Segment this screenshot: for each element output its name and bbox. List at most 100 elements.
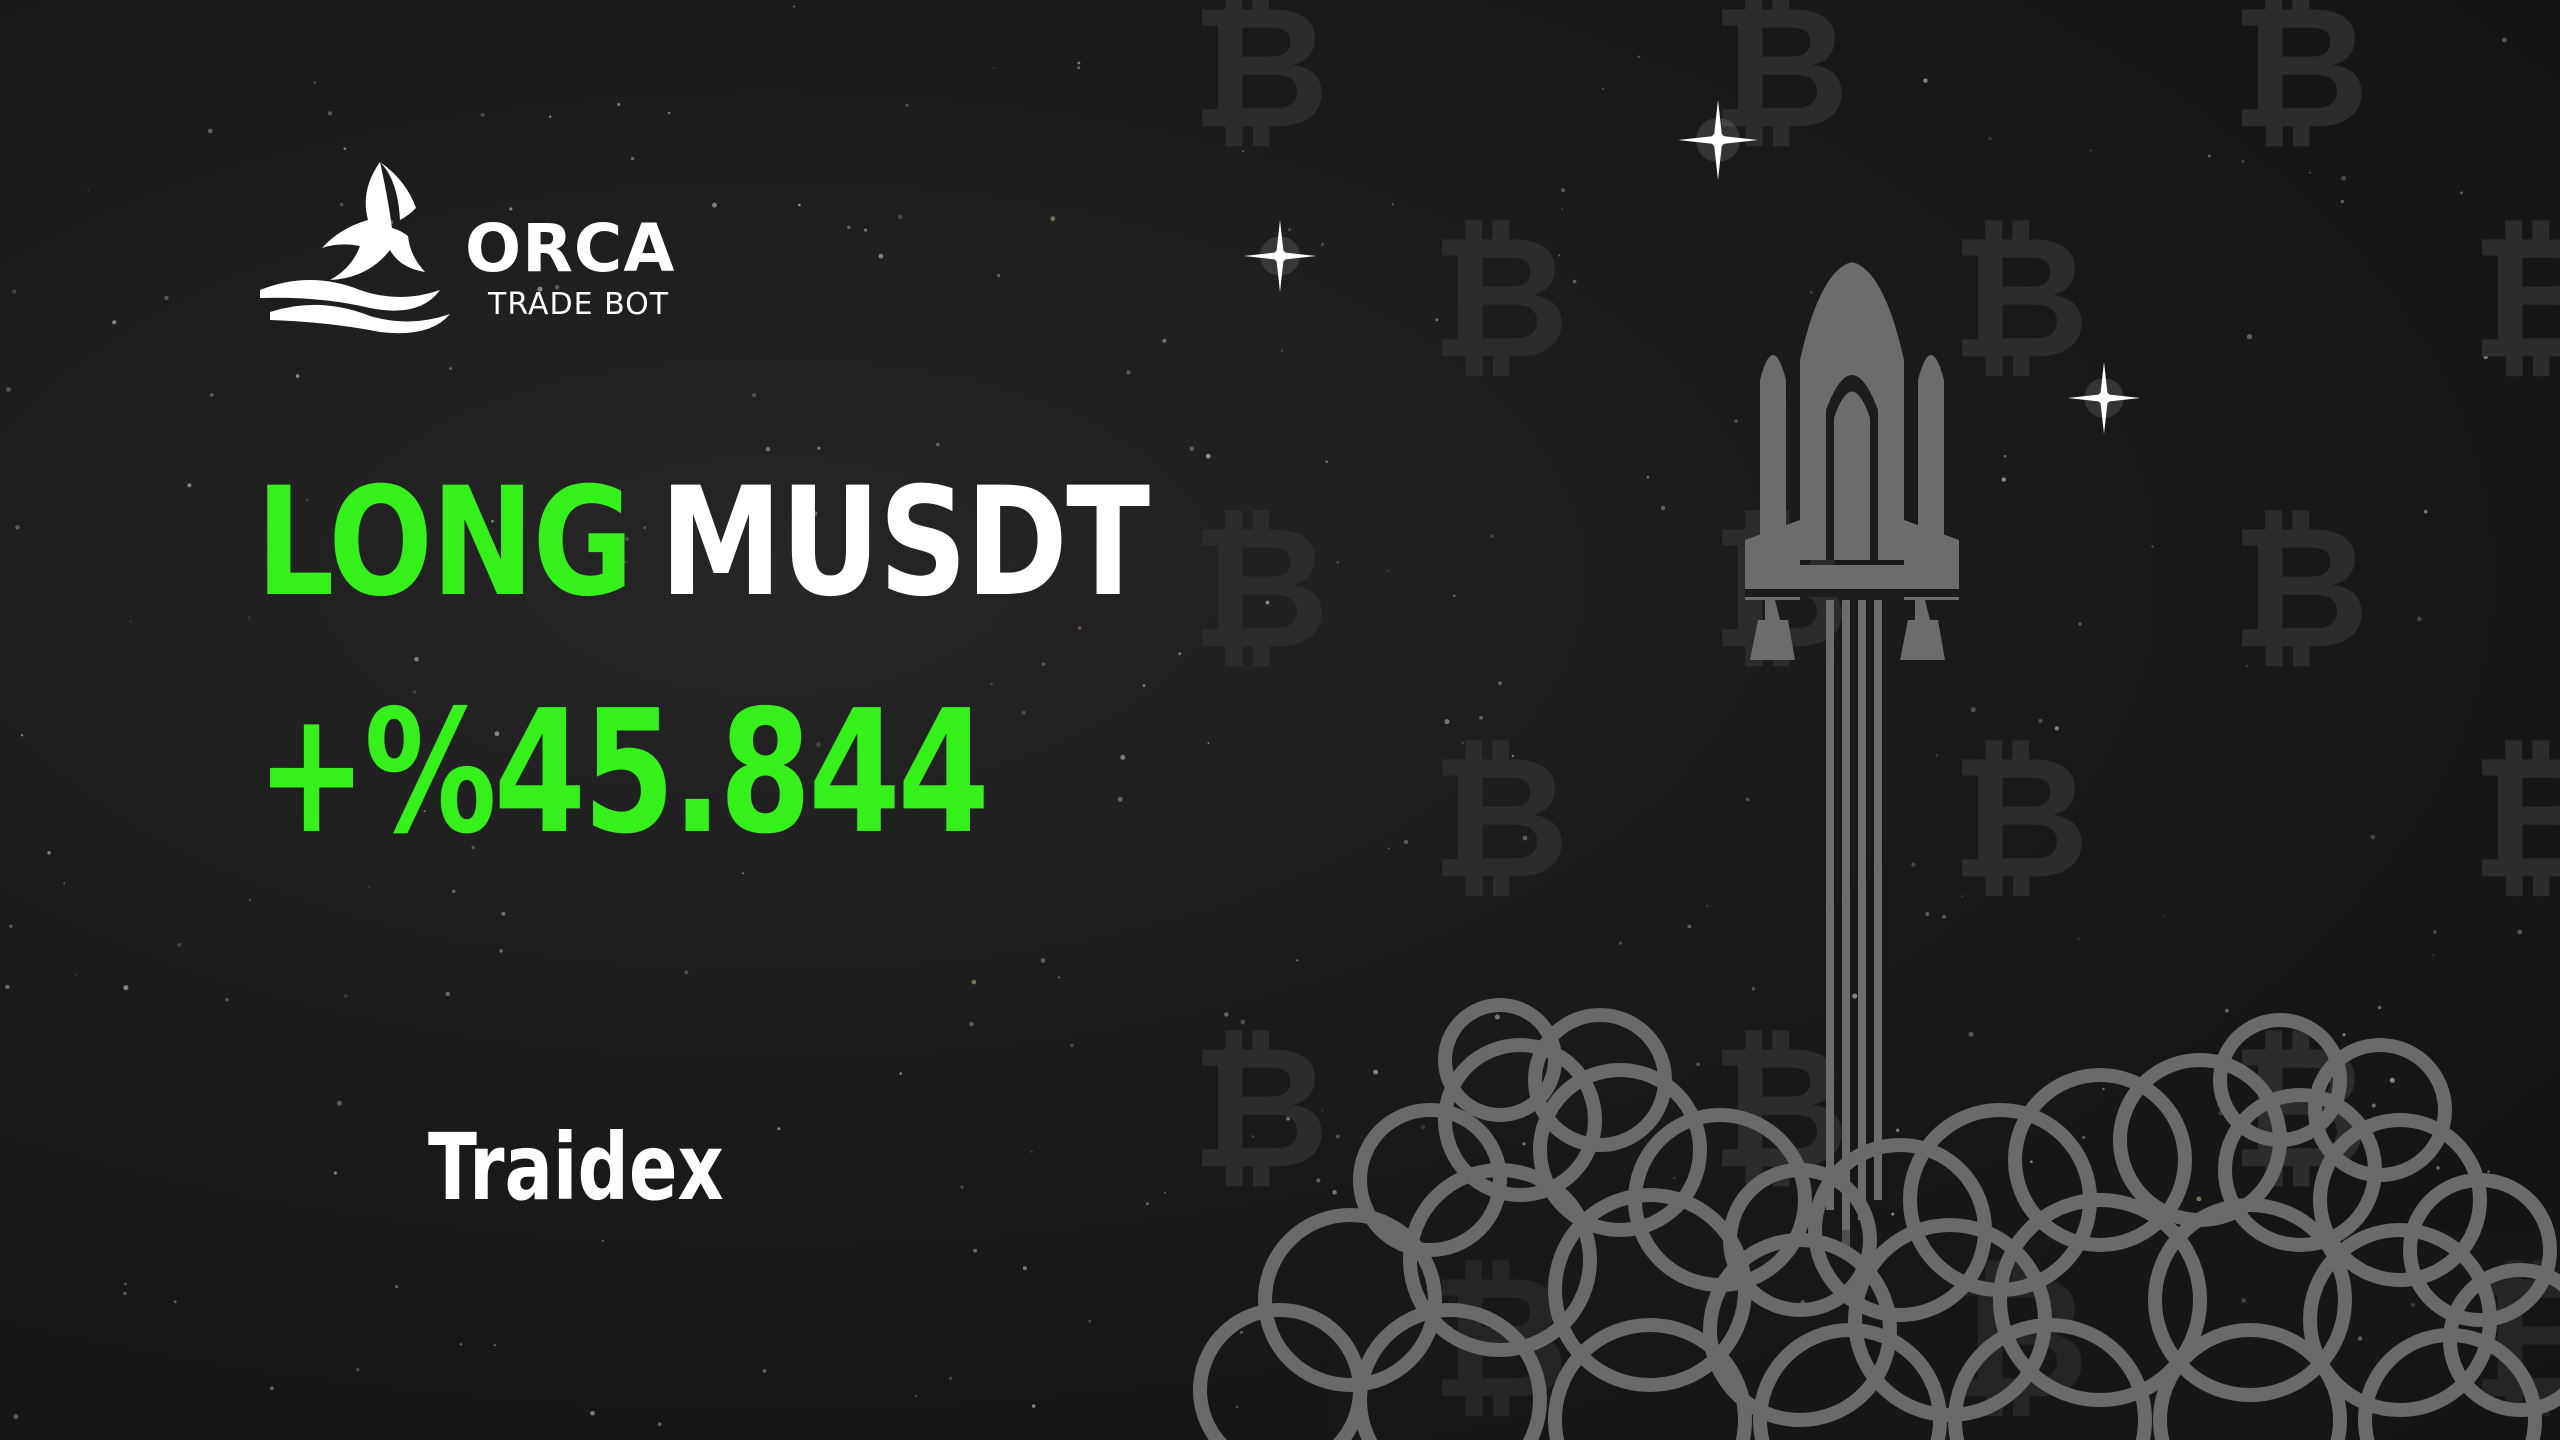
star bbox=[793, 5, 795, 8]
star bbox=[537, 286, 543, 292]
star bbox=[1077, 66, 1081, 70]
brand-logo: ORCA TRADE BOT bbox=[250, 150, 710, 340]
star bbox=[914, 1394, 917, 1398]
star bbox=[1031, 1404, 1036, 1408]
star bbox=[1772, 58, 1776, 62]
star bbox=[491, 519, 494, 523]
star bbox=[2246, 334, 2253, 340]
star bbox=[2001, 477, 2007, 482]
star bbox=[63, 882, 66, 885]
star bbox=[1751, 987, 1756, 991]
star bbox=[1286, 1116, 1290, 1121]
star bbox=[9, 924, 13, 928]
star bbox=[762, 1368, 767, 1374]
smoke-puff bbox=[2213, 1013, 2347, 1147]
star bbox=[779, 783, 785, 789]
star bbox=[1207, 742, 1210, 745]
star bbox=[2389, 1077, 2395, 1083]
star bbox=[471, 845, 475, 850]
star bbox=[899, 1072, 903, 1075]
star bbox=[1240, 1019, 1246, 1025]
star bbox=[445, 991, 451, 997]
star bbox=[1335, 1134, 1340, 1139]
star bbox=[752, 393, 757, 398]
star bbox=[1961, 895, 1964, 898]
star bbox=[1070, 1043, 1074, 1048]
star bbox=[549, 115, 552, 118]
star bbox=[248, 616, 251, 619]
star bbox=[270, 1386, 274, 1391]
smoke-puff bbox=[2148, 1198, 2352, 1402]
star bbox=[75, 973, 77, 976]
star bbox=[47, 850, 51, 855]
star bbox=[1145, 1202, 1149, 1206]
star bbox=[1387, 847, 1390, 850]
bitcoin-icon: ₿ bbox=[2231, 489, 2370, 687]
star bbox=[1050, 216, 1056, 222]
star bbox=[1734, 419, 1738, 423]
bitcoin-icon: ₿ bbox=[1191, 1009, 1330, 1207]
star bbox=[2163, 914, 2166, 917]
star bbox=[1224, 1012, 1229, 1017]
star bbox=[112, 320, 117, 325]
star bbox=[1988, 136, 1992, 141]
star bbox=[1189, 446, 1195, 452]
star bbox=[1178, 652, 1182, 656]
star bbox=[2371, 1103, 2376, 1108]
star bbox=[2370, 834, 2376, 840]
brand-subtitle: TRADE BOT bbox=[488, 287, 670, 322]
star bbox=[667, 111, 671, 115]
star bbox=[2246, 664, 2249, 667]
star bbox=[501, 911, 506, 916]
star bbox=[499, 949, 503, 953]
star bbox=[864, 228, 868, 232]
star bbox=[129, 620, 132, 623]
star bbox=[20, 734, 24, 737]
star bbox=[2078, 622, 2082, 626]
star bbox=[817, 446, 821, 450]
star bbox=[1403, 839, 1409, 845]
star bbox=[816, 742, 821, 747]
star bbox=[451, 889, 456, 894]
star bbox=[601, 1239, 604, 1242]
star bbox=[960, 1185, 964, 1189]
star bbox=[2196, 1196, 2202, 1202]
star bbox=[1238, 1057, 1243, 1062]
star bbox=[2307, 1065, 2310, 1068]
star bbox=[1561, 188, 1566, 193]
whale-tail-wave-icon bbox=[260, 162, 450, 334]
smoke-puff bbox=[1353, 1103, 1507, 1257]
smoke-puff bbox=[1948, 1318, 2152, 1440]
star bbox=[2340, 199, 2344, 204]
star bbox=[1231, 25, 1236, 30]
star bbox=[1320, 242, 1325, 247]
star bbox=[1336, 561, 1339, 564]
star bbox=[1077, 61, 1081, 65]
star bbox=[123, 985, 129, 991]
star bbox=[12, 289, 17, 294]
star bbox=[898, 492, 904, 498]
star bbox=[1518, 346, 1522, 350]
star bbox=[1970, 707, 1976, 713]
bitcoin-icon: ₿ bbox=[2471, 719, 2560, 917]
sparkle-stars bbox=[1244, 100, 2140, 434]
star bbox=[15, 525, 20, 530]
star bbox=[2241, 1298, 2246, 1303]
star bbox=[1895, 1128, 1900, 1133]
signal-direction: LONG bbox=[256, 456, 634, 630]
star bbox=[459, 1343, 463, 1346]
star bbox=[1332, 1190, 1337, 1195]
star bbox=[267, 562, 272, 567]
star bbox=[1522, 1142, 1526, 1146]
star bbox=[2433, 930, 2437, 934]
star bbox=[1660, 505, 1666, 511]
smoke-puff bbox=[1438, 1038, 1602, 1202]
star bbox=[2030, 1160, 2033, 1164]
star bbox=[248, 898, 251, 902]
star bbox=[1057, 976, 1061, 979]
star bbox=[272, 488, 275, 491]
star bbox=[1162, 338, 1167, 343]
star bbox=[1673, 1176, 1676, 1180]
star bbox=[339, 202, 344, 207]
star bbox=[2417, 616, 2422, 622]
